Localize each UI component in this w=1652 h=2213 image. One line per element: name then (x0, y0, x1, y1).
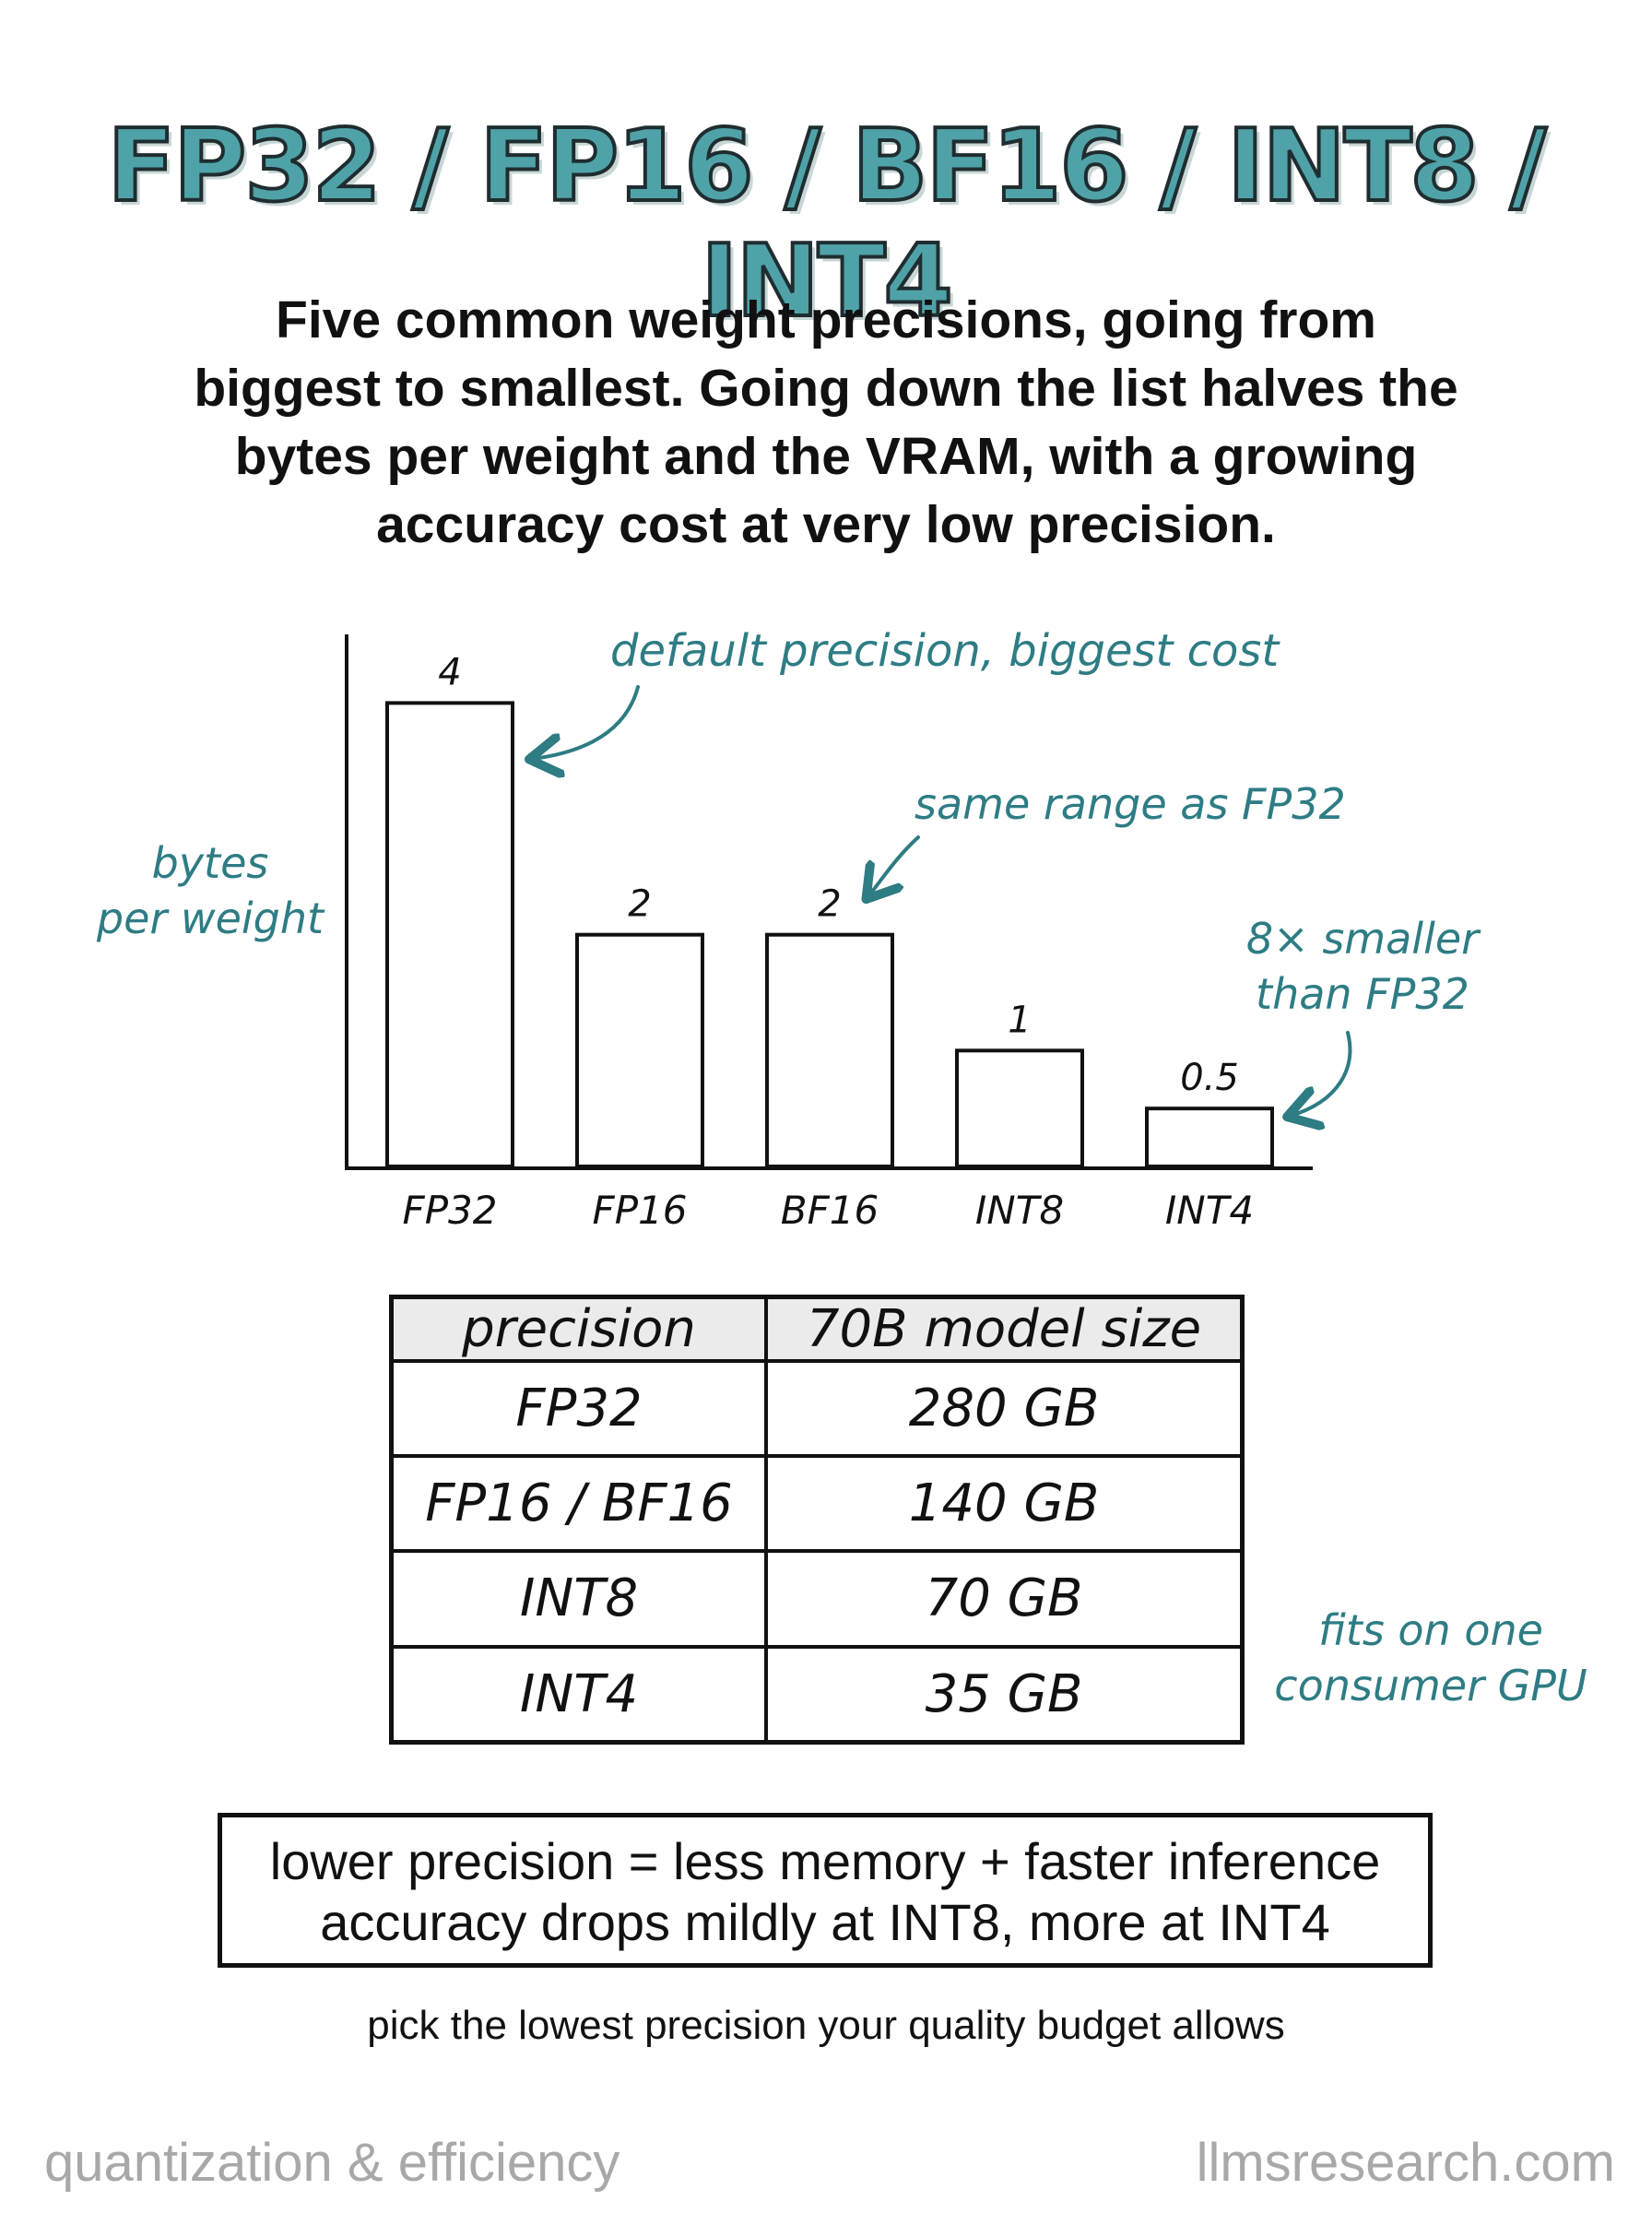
table-header-row: precision 70B model size (389, 1295, 1245, 1363)
model-size-table-wrapper: precision 70B model size FP32 280 GB FP1… (389, 1295, 1245, 1745)
summary-box: lower precision = less memory + faster i… (218, 1813, 1433, 1968)
table-cell-size: 140 GB (764, 1454, 1245, 1554)
table-cell-precision: FP16 / BF16 (389, 1454, 768, 1554)
bar-value-label: 4 (438, 651, 461, 693)
page-title: FP32 / FP16 / BF16 / INT8 / INT4 (105, 107, 1548, 341)
annotation-int4-arrow (1291, 1031, 1352, 1116)
footer-site: llmsresearch.com (1196, 2133, 1615, 2193)
annotation-gpu: fits on one consumer GPU (1256, 1603, 1606, 1713)
x-tick-label: FP32 (403, 1188, 498, 1233)
footer-topic: quantization & efficiency (44, 2133, 620, 2193)
bar-value-label: 2 (628, 883, 651, 926)
bar-value-label: 2 (818, 883, 841, 926)
x-tick-label: FP16 (593, 1188, 688, 1233)
y-axis-label-line1: bytes (152, 838, 269, 888)
table-cell-precision: INT4 (389, 1644, 768, 1745)
annotation-fp32-arrow (533, 685, 640, 759)
table-cell-precision: INT8 (389, 1549, 768, 1649)
subtitle: Five common weight precisions, going fro… (194, 290, 1458, 554)
y-axis-label-line2: per weight (96, 893, 325, 943)
bars-group: 4 FP32 2 FP16 2 BF16 1 INT8 0.5 INT4 (385, 651, 1274, 1233)
bar-bf16 (765, 932, 894, 1169)
bar-fp32 (385, 701, 514, 1168)
model-size-table: precision 70B model size FP32 280 GB FP1… (389, 1295, 1245, 1745)
summary-line2: accuracy drops mildly at INT8, more at I… (320, 1893, 1330, 1951)
bar-fp16 (575, 932, 704, 1169)
bar-int4 (1145, 1106, 1274, 1169)
bar-int8 (955, 1048, 1084, 1168)
table-cell-size: 70 GB (764, 1549, 1245, 1649)
annotation-int4-line1: 8× smaller (1246, 914, 1481, 964)
annotation-int4-line2: than FP32 (1256, 969, 1469, 1019)
annotation-bf16: same range as FP32 (914, 779, 1346, 829)
table-header-precision: precision (389, 1295, 768, 1363)
annotation-fp32: default precision, biggest cost (610, 625, 1280, 677)
x-tick-label: INT8 (975, 1188, 1064, 1233)
bar-value-label: 1 (1008, 999, 1031, 1041)
table-cell-size: 35 GB (764, 1644, 1245, 1745)
table-row: INT8 70 GB (389, 1549, 1245, 1649)
x-tick-label: INT4 (1165, 1188, 1254, 1233)
bar-value-label: 0.5 (1180, 1057, 1239, 1099)
table-row: INT4 35 GB (389, 1644, 1245, 1745)
table-cell-size: 280 GB (764, 1358, 1245, 1459)
annotation-gpu-line2: consumer GPU (1274, 1661, 1587, 1710)
table-row: FP32 280 GB (389, 1358, 1245, 1459)
table-row: FP16 / BF16 140 GB (389, 1454, 1245, 1554)
bytes-per-weight-chart: bytes per weight 4 FP32 2 FP16 2 BF16 1 INT8 0.5… (96, 625, 1481, 1233)
tagline: pick the lowest precision your quality b… (367, 2003, 1285, 2048)
annotation-bf16-arrow (868, 835, 920, 896)
table-cell-precision: FP32 (389, 1358, 768, 1459)
table-header-model-size: 70B model size (764, 1295, 1245, 1363)
summary-line1: lower precision = less memory + faster i… (269, 1832, 1381, 1890)
annotation-gpu-line1: fits on one (1318, 1605, 1543, 1655)
x-tick-label: BF16 (781, 1188, 879, 1233)
